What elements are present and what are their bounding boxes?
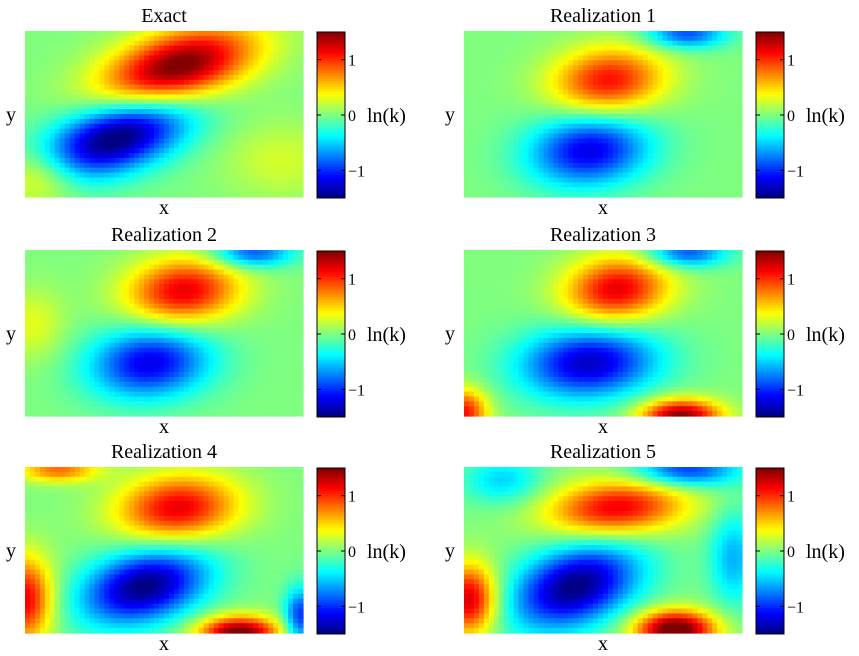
x-axis-label: x: [598, 633, 608, 655]
colorbar: 1 0 −1 ln(k): [316, 31, 406, 199]
panel-4: Realization 3 x y 1 0 −1 ln(k): [445, 224, 845, 438]
colorbar-tick-label: −1: [348, 382, 365, 399]
heatmap-3: [25, 250, 304, 417]
colorbar-label: ln(k): [367, 105, 406, 127]
colorbar-tick-label: 0: [348, 108, 356, 125]
y-axis-label: y: [6, 540, 16, 562]
colorbar-tick-label: 0: [787, 108, 795, 125]
colorbar-tick-label: 1: [348, 272, 356, 289]
heatmap-2: [464, 31, 743, 198]
x-axis-label: x: [598, 197, 608, 219]
colorbar-tick-label: 1: [787, 53, 795, 70]
x-axis-label: x: [159, 197, 169, 219]
panel-title: Realization 2: [111, 224, 217, 246]
heatmap-6: [464, 467, 743, 634]
colorbar-tick-label: 1: [787, 272, 795, 289]
y-axis-label: y: [6, 104, 16, 126]
panel-title: Realization 1: [550, 5, 656, 27]
colorbar-label: ln(k): [806, 105, 845, 127]
colorbar-label: ln(k): [367, 541, 406, 563]
panel-title: Realization 3: [550, 224, 656, 246]
colorbar-label: ln(k): [806, 324, 845, 346]
colorbar-label: ln(k): [806, 541, 845, 563]
colorbar-tick-label: 0: [787, 544, 795, 561]
colorbar-tick-label: 0: [348, 544, 356, 561]
colorbar-tick-label: −1: [787, 382, 804, 399]
colorbar-tick-label: 0: [787, 327, 795, 344]
colorbar-tick-label: −1: [787, 163, 804, 180]
colorbar: 1 0 −1 ln(k): [755, 31, 845, 199]
panel-3: Realization 2 x y 1 0 −1 ln(k): [6, 224, 406, 438]
heatmap-4: [464, 250, 743, 417]
colorbar: 1 0 −1 ln(k): [755, 467, 845, 635]
y-axis-label: y: [445, 540, 455, 562]
x-axis-label: x: [159, 633, 169, 655]
panel-5: Realization 4 x y 1 0 −1 ln(k): [6, 441, 406, 655]
colorbar-tick-label: −1: [348, 163, 365, 180]
colorbar: 1 0 −1 ln(k): [316, 250, 406, 418]
colorbar-label: ln(k): [367, 324, 406, 346]
panel-title: Exact: [141, 5, 187, 27]
x-axis-label: x: [159, 416, 169, 438]
colorbar: 1 0 −1 ln(k): [316, 467, 406, 635]
y-axis-label: y: [445, 104, 455, 126]
y-axis-label: y: [6, 323, 16, 345]
panel-title: Realization 5: [550, 441, 656, 463]
panel-2: Realization 1 x y 1 0 −1 ln(k): [445, 5, 845, 219]
colorbar-tick-label: 1: [348, 53, 356, 70]
x-axis-label: x: [598, 416, 608, 438]
heatmap-1: [25, 31, 304, 198]
y-axis-label: y: [445, 323, 455, 345]
heatmap-5: [25, 467, 304, 634]
colorbar-tick-label: 0: [348, 327, 356, 344]
panel-6: Realization 5 x y 1 0 −1 ln(k): [445, 441, 845, 655]
colorbar-tick-label: −1: [348, 599, 365, 616]
panel-1: Exact x y 1 0 −1 ln(k): [6, 5, 406, 219]
colorbar: 1 0 −1 ln(k): [755, 250, 845, 418]
colorbar-tick-label: 1: [787, 489, 795, 506]
colorbar-tick-label: 1: [348, 489, 356, 506]
panel-title: Realization 4: [111, 441, 217, 463]
colorbar-tick-label: −1: [787, 599, 804, 616]
